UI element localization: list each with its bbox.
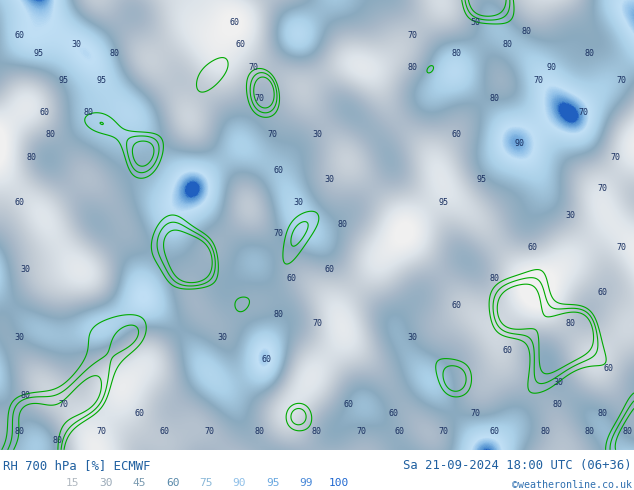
Text: 90: 90 [233,478,246,488]
Text: 80: 80 [521,27,531,36]
Text: 45: 45 [133,478,146,488]
Text: 80: 80 [27,153,37,162]
Text: 80: 80 [84,108,94,117]
Text: 70: 70 [58,400,68,409]
Text: 70: 70 [534,76,544,85]
Text: 100: 100 [329,478,349,488]
Text: 80: 80 [337,220,347,229]
Text: 60: 60 [394,427,404,436]
Text: 70: 70 [439,427,449,436]
Text: 80: 80 [540,427,550,436]
Text: 80: 80 [566,319,576,328]
Text: 30: 30 [553,378,563,387]
Text: 80: 80 [46,130,56,140]
Text: 60: 60 [344,400,354,409]
Text: 30: 30 [312,130,322,140]
Text: 80: 80 [52,436,62,445]
Text: 60: 60 [14,198,24,207]
Text: 30: 30 [14,333,24,342]
Text: 90: 90 [515,140,525,148]
Text: 50: 50 [470,18,481,27]
Text: 30: 30 [217,333,227,342]
Text: 30: 30 [325,175,335,184]
Text: RH 700 hPa [%] ECMWF: RH 700 hPa [%] ECMWF [3,459,151,472]
Text: 60: 60 [451,301,462,310]
Text: 60: 60 [325,266,335,274]
Text: 30: 30 [293,198,303,207]
Text: 70: 70 [407,31,417,41]
Text: 60: 60 [388,409,398,418]
Text: 99: 99 [299,478,313,488]
Text: 60: 60 [39,108,49,117]
Text: 70: 70 [597,184,607,194]
Text: 60: 60 [14,31,24,41]
Text: 70: 70 [312,319,322,328]
Text: 80: 80 [109,49,119,58]
Text: 60: 60 [527,243,538,252]
Text: 80: 80 [553,400,563,409]
Text: 95: 95 [266,478,280,488]
Text: 80: 80 [255,427,265,436]
Text: 95: 95 [96,76,107,85]
Text: 30: 30 [20,266,30,274]
Text: 60: 60 [597,288,607,297]
Text: 80: 80 [274,310,284,319]
Text: 60: 60 [604,365,614,373]
Text: Sa 21-09-2024 18:00 UTC (06+36): Sa 21-09-2024 18:00 UTC (06+36) [403,459,632,472]
Text: 95: 95 [58,76,68,85]
Text: 70: 70 [274,229,284,239]
Text: 80: 80 [623,427,633,436]
Text: 80: 80 [502,41,512,49]
Text: 60: 60 [489,427,500,436]
Text: 90: 90 [547,63,557,72]
Text: 80: 80 [585,49,595,58]
Text: 70: 70 [204,427,214,436]
Text: 80: 80 [585,427,595,436]
Text: 80: 80 [451,49,462,58]
Text: 80: 80 [489,274,500,283]
Text: 80: 80 [489,95,500,103]
Text: 60: 60 [451,130,462,140]
Text: 70: 70 [255,95,265,103]
Text: 60: 60 [134,409,145,418]
Text: 95: 95 [33,49,43,58]
Text: 60: 60 [166,478,179,488]
Text: 70: 70 [96,427,107,436]
Text: 70: 70 [356,427,366,436]
Text: ©weatheronline.co.uk: ©weatheronline.co.uk [512,480,632,490]
Text: 60: 60 [274,167,284,175]
Text: 70: 70 [616,76,626,85]
Text: 80: 80 [312,427,322,436]
Text: 30: 30 [566,211,576,220]
Text: 60: 60 [502,346,512,355]
Text: 70: 70 [470,409,481,418]
Text: 30: 30 [407,333,417,342]
Text: 95: 95 [477,175,487,184]
Text: 95: 95 [439,198,449,207]
Text: 60: 60 [287,274,297,283]
Text: 75: 75 [199,478,213,488]
Text: 70: 70 [616,243,626,252]
Text: 70: 70 [249,63,259,72]
Text: 70: 70 [578,108,588,117]
Text: 60: 60 [160,427,170,436]
Text: 80: 80 [14,427,24,436]
Text: 15: 15 [66,478,80,488]
Text: 80: 80 [20,392,30,400]
Text: 60: 60 [261,355,271,365]
Text: 80: 80 [407,63,417,72]
Text: 80: 80 [597,409,607,418]
Text: 60: 60 [236,41,246,49]
Text: 70: 70 [268,130,278,140]
Text: 70: 70 [610,153,620,162]
Text: 30: 30 [71,41,81,49]
Text: 60: 60 [230,18,240,27]
Text: 30: 30 [100,478,113,488]
